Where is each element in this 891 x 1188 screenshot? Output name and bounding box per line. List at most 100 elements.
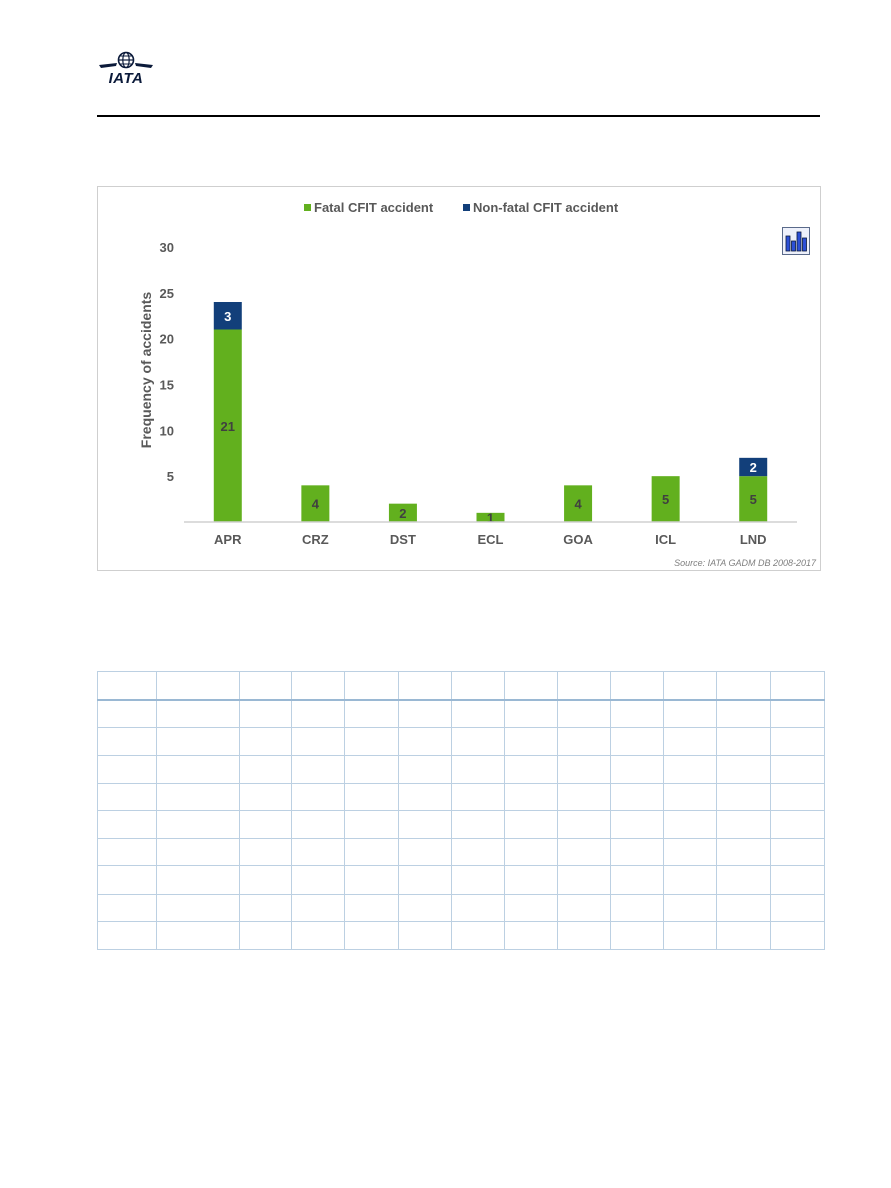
table-cell <box>663 699 717 729</box>
table-row <box>97 809 825 840</box>
table-cell <box>344 782 399 811</box>
table-cell <box>239 670 292 701</box>
iata-logo-text: IATA <box>108 70 144 87</box>
table-cell <box>557 865 611 895</box>
table-cell <box>398 920 452 951</box>
iata-logo <box>97 50 155 90</box>
table-cell <box>156 699 240 729</box>
table-cell <box>344 920 399 951</box>
bar-data-label: 3 <box>224 309 231 324</box>
table-cell <box>663 782 717 811</box>
table-cell <box>610 699 664 729</box>
table-cell <box>97 920 157 951</box>
table-cell <box>716 809 771 840</box>
x-axis: APR CRZ DST ECL GOA ICL LND <box>184 521 797 547</box>
table-cell <box>239 893 292 922</box>
table-cell <box>344 838 399 867</box>
x-tick-label: APR <box>214 532 242 547</box>
table-cell <box>770 920 825 951</box>
table-cell <box>504 809 558 840</box>
table-cell <box>610 670 664 701</box>
table-cell <box>451 865 505 895</box>
bar-data-label: 2 <box>399 506 406 521</box>
table-cell <box>716 727 771 756</box>
table-cell <box>239 809 292 840</box>
table-cell <box>156 893 240 922</box>
table-cell <box>451 727 505 756</box>
table-cell <box>97 699 157 729</box>
legend-label: Non-fatal CFIT accident <box>473 200 619 215</box>
table-cell <box>291 754 345 784</box>
table-cell <box>716 893 771 922</box>
bar-data-label: 1 <box>487 510 494 525</box>
table-cell <box>610 838 664 867</box>
table-cell <box>239 699 292 729</box>
table-cell <box>716 699 771 729</box>
table-cell <box>451 670 505 701</box>
bar-segment <box>564 485 593 522</box>
table-cell <box>663 727 717 756</box>
table-cell <box>770 865 825 895</box>
table-cell <box>451 754 505 784</box>
table-cell <box>344 893 399 922</box>
table-cell <box>291 838 345 867</box>
bar-segment <box>739 457 768 477</box>
table-row <box>97 782 825 811</box>
table-cell <box>291 809 345 840</box>
table-cell <box>156 838 240 867</box>
table-cell <box>156 754 240 784</box>
table-cell <box>663 920 717 951</box>
y-tick-label: 10 <box>160 423 174 438</box>
table-cell <box>398 865 452 895</box>
bar-data-label: 4 <box>574 497 582 512</box>
bar-segment <box>651 476 680 522</box>
header-divider <box>97 115 820 117</box>
table-cell <box>451 699 505 729</box>
table-cell <box>716 920 771 951</box>
table-cell <box>504 754 558 784</box>
table-row <box>97 727 825 756</box>
y-axis: 5 10 15 20 25 30 <box>160 240 174 484</box>
table-cell <box>291 727 345 756</box>
table-row <box>97 893 825 922</box>
table-cell <box>770 699 825 729</box>
x-tick-label: ECL <box>478 532 504 547</box>
table-cell <box>398 727 452 756</box>
table-cell <box>97 893 157 922</box>
table-cell <box>663 838 717 867</box>
table-cell <box>557 838 611 867</box>
table-cell <box>716 670 771 701</box>
table-cell <box>770 670 825 701</box>
bar-segment <box>213 329 242 522</box>
table-row <box>97 838 825 867</box>
table-cell <box>610 865 664 895</box>
table-cell <box>97 782 157 811</box>
table-cell <box>398 809 452 840</box>
table-cell <box>291 920 345 951</box>
bar-segment <box>476 512 505 522</box>
empty-data-table <box>97 670 825 951</box>
table-cell <box>610 893 664 922</box>
bar-chart-icon[interactable] <box>782 227 810 255</box>
table-row <box>97 920 825 951</box>
table-cell <box>557 893 611 922</box>
legend-swatch <box>304 204 311 211</box>
table-cell <box>97 838 157 867</box>
table-row <box>97 865 825 895</box>
table-cell <box>557 920 611 951</box>
table-cell <box>610 782 664 811</box>
table-cell <box>504 727 558 756</box>
table-cell <box>557 754 611 784</box>
table-cell <box>504 838 558 867</box>
y-tick-label: 25 <box>160 286 174 301</box>
table-cell <box>97 865 157 895</box>
table-cell <box>716 782 771 811</box>
table-cell <box>610 754 664 784</box>
table-cell <box>398 893 452 922</box>
table-cell <box>291 893 345 922</box>
bar-segment <box>388 503 417 522</box>
table-cell <box>716 838 771 867</box>
table-cell <box>610 920 664 951</box>
bar-data-label: 5 <box>750 492 757 507</box>
table-cell <box>557 727 611 756</box>
